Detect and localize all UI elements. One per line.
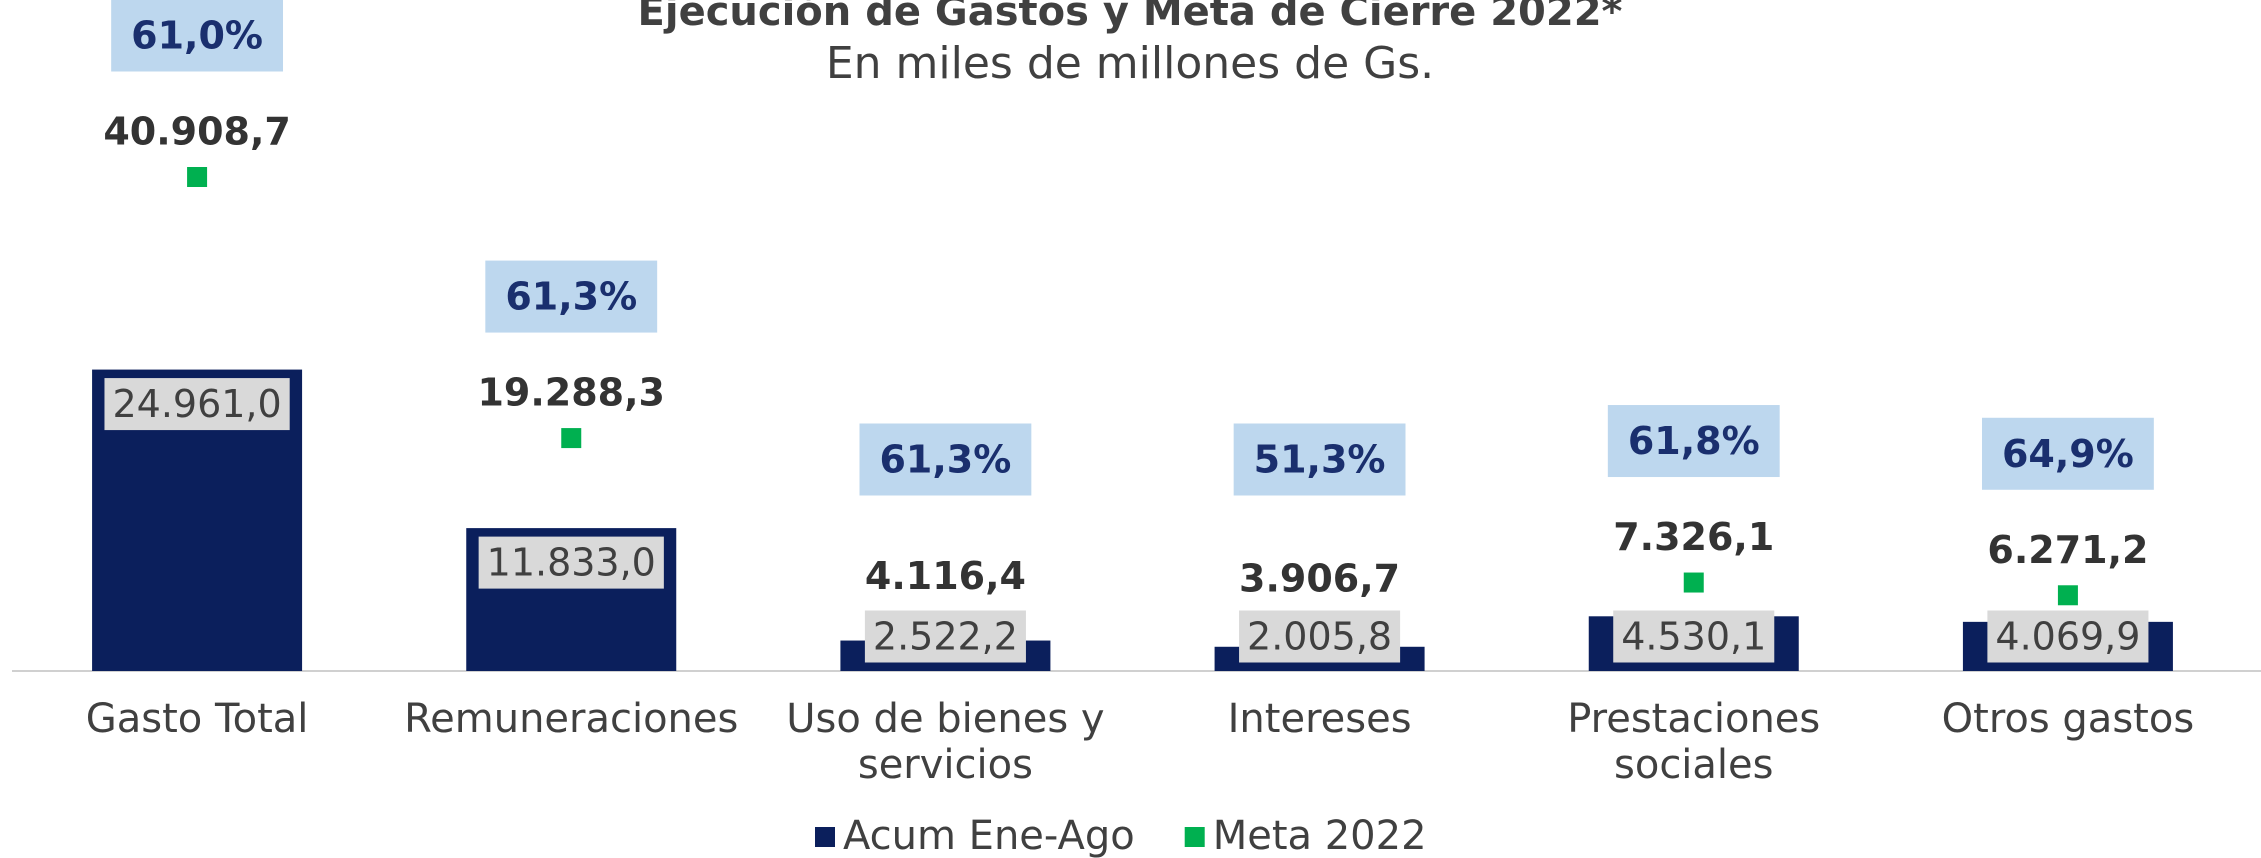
chart-subtitle: En miles de millones de Gs. [826,38,1434,89]
x-tick-label: servicios [858,742,1033,788]
x-tick-label: sociales [1614,742,1774,788]
x-tick-label: Uso de bienes y [786,696,1104,742]
meta-marker [561,428,581,448]
meta-value-label: 40.908,7 [103,110,291,154]
meta-value-label: 4.116,4 [865,554,1026,598]
execution-rate-label: 61,3% [879,438,1011,482]
x-tick-label: Otros gastos [1942,696,2195,742]
legend-label: Acum Ene-Ago [843,813,1135,858]
execution-rate-label: 61,0% [131,14,263,58]
bar-value-label: 2.005,8 [1247,615,1392,659]
meta-marker [2058,585,2078,605]
meta-value-label: 3.906,7 [1239,556,1400,600]
x-tick-label: Prestaciones [1567,696,1820,742]
bar-value-label: 2.522,2 [873,615,1018,659]
execution-rate-label: 64,9% [2002,432,2134,476]
bar-value-label: 4.530,1 [1621,615,1766,659]
x-tick-label: Remuneraciones [404,696,738,742]
legend-label: Meta 2022 [1213,813,1427,858]
bar-value-label: 11.833,0 [487,541,656,585]
meta-marker [1684,573,1704,593]
x-tick-label: Intereses [1228,696,1412,742]
bar-value-label: 24.961,0 [112,382,281,426]
meta-value-label: 19.288,3 [477,371,665,415]
meta-value-label: 7.326,1 [1613,515,1774,559]
chart: Ejecución de Gastos y Meta de Cierre 202… [0,0,2261,858]
meta-value-label: 6.271,2 [1987,528,2148,572]
meta-marker [187,167,207,187]
execution-rate-label: 61,8% [1628,419,1760,463]
chart-title: Ejecución de Gastos y Meta de Cierre 202… [638,0,1623,35]
x-tick-label: Gasto Total [86,696,309,742]
bar-value-label: 4.069,9 [1995,615,2140,659]
execution-rate-label: 51,3% [1254,438,1386,482]
legend-swatch [815,827,835,847]
legend-swatch [1185,827,1205,847]
execution-rate-label: 61,3% [505,275,637,319]
